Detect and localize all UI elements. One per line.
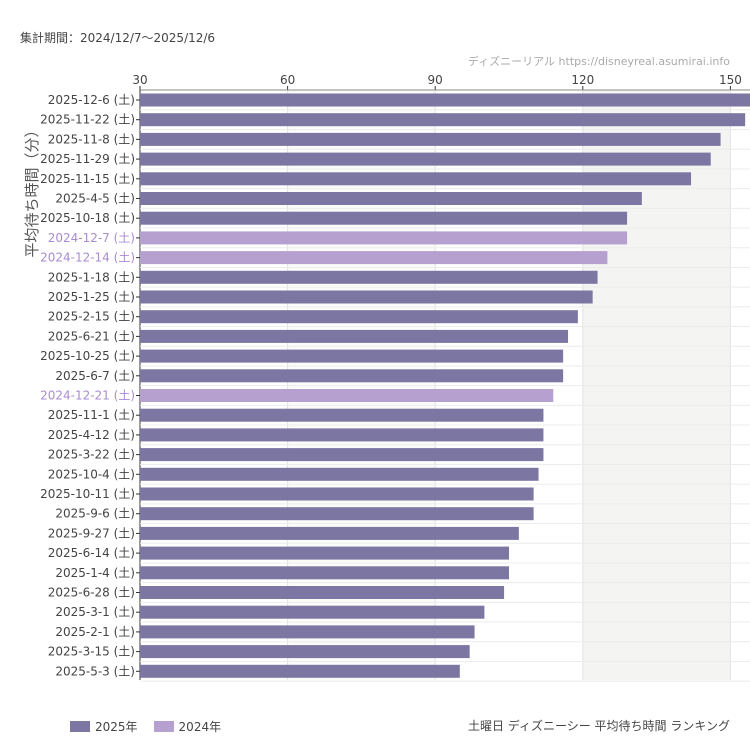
y-tick-label: 2025-3-1 (土) (55, 605, 135, 619)
y-tick-label: 2025-10-18 (土) (40, 211, 135, 225)
y-tick-label: 2025-6-7 (土) (55, 369, 135, 383)
bar (140, 329, 569, 343)
y-tick-label: 2025-4-12 (土) (48, 428, 135, 442)
bar (140, 369, 564, 383)
y-tick-label: 2025-9-6 (土) (55, 507, 135, 521)
bar (140, 270, 598, 284)
bar (140, 487, 534, 501)
bar (140, 664, 460, 678)
legend: 2025年 2024年 (70, 718, 221, 735)
legend-label-2024: 2024年 (178, 720, 222, 734)
bar (140, 586, 505, 599)
x-tick-label: 120 (571, 73, 594, 87)
bar (140, 310, 578, 324)
y-tick-label: 2025-11-1 (土) (48, 408, 135, 422)
y-tick-label: 2025-2-1 (土) (55, 625, 135, 639)
legend-swatch-2025 (70, 721, 90, 732)
bar (140, 467, 539, 481)
y-tick-label: 2025-1-25 (土) (48, 290, 135, 304)
y-tick-label: 2025-1-18 (土) (48, 270, 135, 284)
y-tick-label: 2025-3-22 (土) (48, 448, 135, 462)
bar (140, 408, 544, 422)
bar (140, 113, 746, 127)
bar (140, 93, 750, 107)
bar (140, 251, 608, 265)
y-tick-label: 2025-10-25 (土) (40, 349, 135, 363)
x-tick-label: 150 (719, 73, 742, 87)
y-tick-label: 2025-6-14 (土) (48, 546, 135, 560)
bar (140, 192, 642, 205)
legend-item-2025: 2025年 (70, 718, 138, 735)
y-tick-label: 2025-11-8 (土) (48, 132, 135, 146)
y-tick-label: 2025-5-3 (土) (55, 664, 135, 678)
bar (140, 231, 628, 245)
y-tick-label: 2025-11-29 (土) (40, 152, 135, 166)
y-tick-label: 2024-12-7 (土) (48, 231, 135, 245)
bar (140, 389, 554, 402)
x-tick-label: 60 (280, 73, 295, 87)
y-tick-label: 2025-9-27 (土) (48, 526, 135, 540)
y-tick-label: 2025-12-6 (土) (48, 93, 135, 107)
y-tick-label: 2025-6-28 (土) (48, 586, 135, 600)
x-tick-label: 30 (132, 73, 147, 87)
bar (140, 448, 544, 462)
y-tick-label: 2024-12-21 (土) (40, 389, 135, 403)
bar (140, 625, 475, 639)
y-tick-label: 2025-10-11 (土) (40, 487, 135, 501)
bar (140, 507, 534, 521)
bar (140, 290, 593, 304)
bar (140, 546, 509, 560)
period-label: 集計期間：2024/12/7〜2025/12/6 (20, 31, 216, 45)
y-tick-label: 2025-4-5 (土) (55, 192, 135, 206)
x-tick-label: 90 (428, 73, 443, 87)
bar (140, 428, 544, 442)
bar (140, 172, 692, 186)
bar (140, 132, 721, 146)
y-tick-label: 2025-11-15 (土) (40, 172, 135, 186)
chart-footer-title: 土曜日 ディズニーシー 平均待ち時間 ランキング (467, 719, 730, 733)
bar (140, 349, 564, 363)
bar (140, 566, 509, 580)
bar (140, 211, 628, 225)
y-tick-label: 2025-2-15 (土) (48, 310, 135, 324)
bar (140, 152, 711, 166)
y-tick-label: 2025-3-15 (土) (48, 645, 135, 659)
y-axis-label: 平均待ち時間（分） (23, 122, 41, 257)
bar (140, 605, 485, 619)
y-tick-label: 2025-6-21 (土) (48, 329, 135, 343)
y-tick-label: 2025-1-4 (土) (55, 566, 135, 580)
y-tick-label: 2025-10-4 (土) (48, 467, 135, 481)
legend-item-2024: 2024年 (153, 718, 222, 735)
y-tick-label: 2025-11-22 (土) (40, 113, 135, 127)
bar (140, 526, 519, 540)
bar (140, 645, 470, 659)
y-tick-label: 2024-12-14 (土) (40, 251, 135, 265)
legend-label-2025: 2025年 (95, 720, 138, 734)
site-credit: ディズニーリアル https://disneyreal.asumirai.inf… (467, 55, 730, 68)
legend-swatch-2024 (153, 721, 174, 732)
